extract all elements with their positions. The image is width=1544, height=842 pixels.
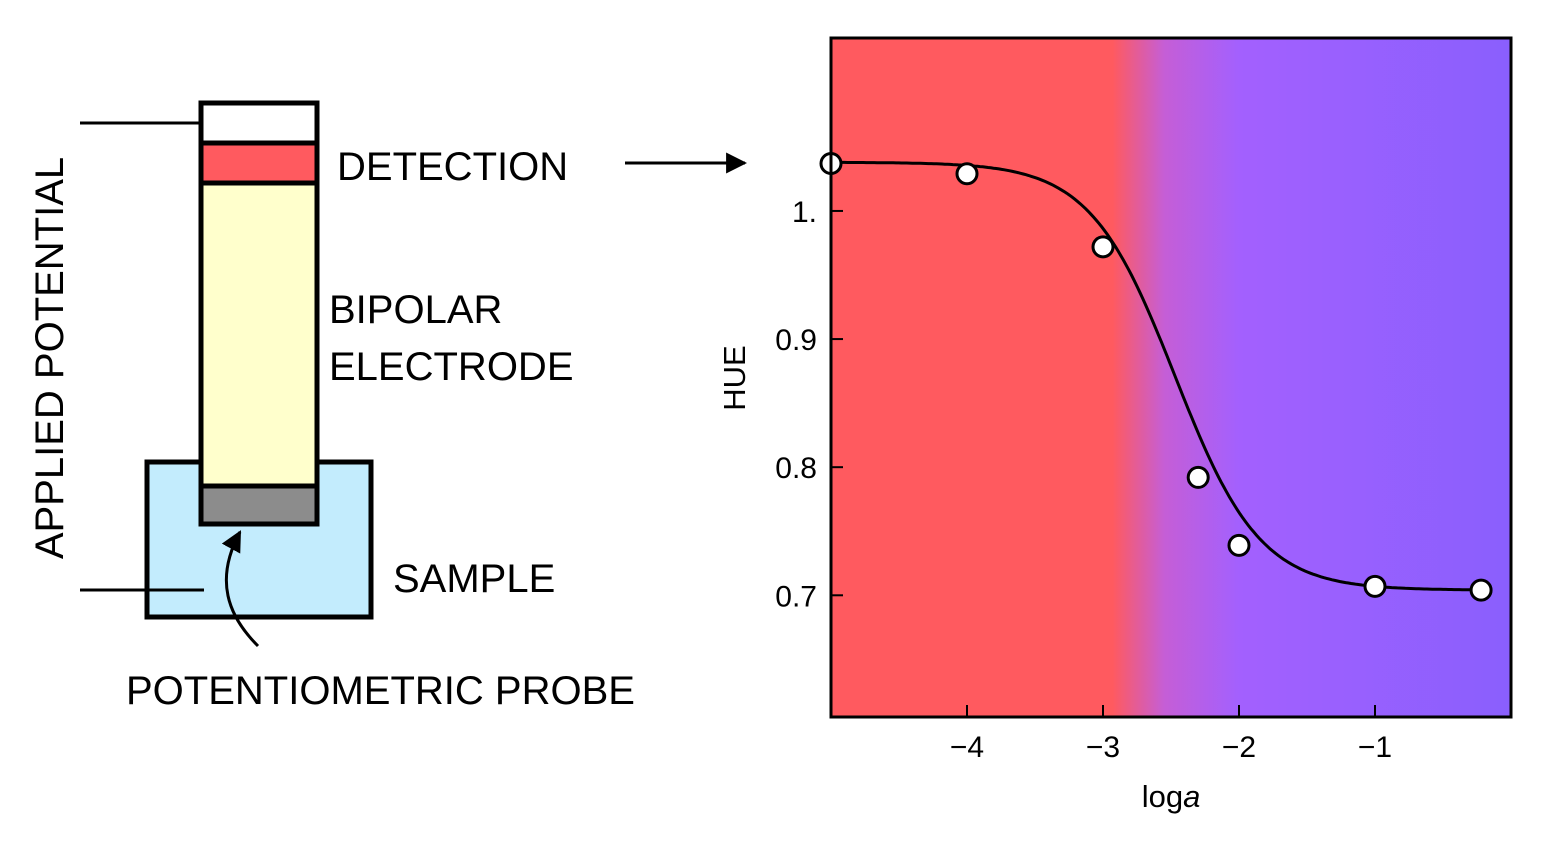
y-tick-label: 1. — [792, 196, 817, 229]
y-tick-label: 0.7 — [775, 580, 817, 613]
x-axis-label-prefix: log — [1142, 779, 1183, 814]
data-points — [819, 152, 1493, 602]
detection-label: DETECTION — [337, 145, 568, 189]
probe-tip — [198, 483, 320, 527]
x-tick-label: −1 — [1358, 731, 1392, 764]
device-diagram: APPLIED POTENTIAL DETECTION BIPOLAR ELEC… — [28, 100, 748, 713]
x-tick-label: −2 — [1222, 731, 1256, 764]
bipolar-electrode-label-line2: ELECTRODE — [329, 345, 574, 389]
x-tick-label: −4 — [950, 731, 984, 764]
plot-frame — [829, 36, 1513, 719]
data-point — [1227, 533, 1251, 557]
axis-ticks: −4 −3 −2 −1 0.7 0.8 0.9 1. — [775, 196, 1392, 764]
bipolar-electrode-label-line1: BIPOLAR — [329, 288, 502, 332]
y-tick-label: 0.9 — [775, 324, 817, 357]
y-tick-label: 0.8 — [775, 452, 817, 485]
data-point — [1363, 574, 1387, 598]
y-axis-label: HUE — [717, 345, 752, 410]
sample-label: SAMPLE — [393, 557, 555, 601]
data-point — [1186, 465, 1210, 489]
applied-potential-label: APPLIED POTENTIAL — [28, 157, 72, 559]
data-point — [955, 162, 979, 186]
electrode-top-contact — [198, 100, 320, 146]
x-axis-label-variable: a — [1183, 779, 1200, 814]
detection-zone — [198, 140, 320, 186]
bipolar-electrode-body — [198, 180, 320, 489]
data-point — [1091, 235, 1115, 259]
x-tick-label: −3 — [1086, 731, 1120, 764]
x-axis-label: loga — [1142, 779, 1201, 814]
probe-pointer-arrow — [221, 530, 260, 648]
plot-background — [831, 38, 1511, 717]
hue-chart: −4 −3 −2 −1 0.7 0.8 0.9 1. HUE loga — [717, 36, 1513, 814]
data-point — [1469, 578, 1493, 602]
probe-label: POTENTIOMETRIC PROBE — [126, 669, 635, 713]
